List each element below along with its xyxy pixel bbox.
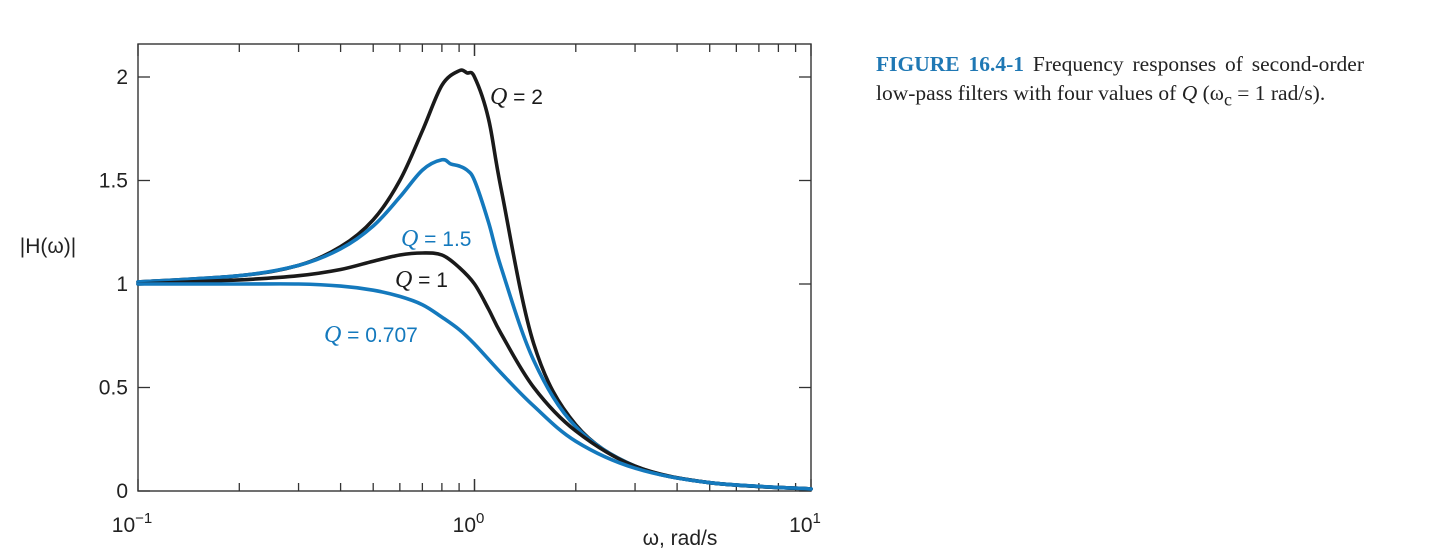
frequency-response-chart: 0 0.5 1 1.5 2 10−1 100 101 ω, rad/s |H(ω)| Q = 2 Q … xyxy=(20,43,821,550)
curve-label-q-1-5: Q = 1.5 xyxy=(401,226,471,252)
axis-ticks xyxy=(137,44,812,492)
caption-text: Frequency responses of second-order low-… xyxy=(876,52,1364,105)
x-tick-label: 101 xyxy=(789,510,821,537)
y-tick-label: 1 xyxy=(116,273,128,296)
y-tick-label: 0 xyxy=(116,480,128,503)
curves xyxy=(136,68,813,491)
figure-caption: FIGURE 16.4-1 Frequency responses of sec… xyxy=(876,50,1364,114)
x-tick-label: 10−1 xyxy=(112,510,152,537)
curve-label-q-2: Q = 2 xyxy=(490,84,543,110)
caption-subscript: c xyxy=(1223,89,1232,110)
labels: 0 0.5 1 1.5 2 10−1 100 101 ω, rad/s |H(ω)| Q = 2 Q … xyxy=(20,66,821,550)
y-tick-label: 0.5 xyxy=(99,377,128,400)
y-axis-label: |H(ω)| xyxy=(20,235,76,258)
caption-tail: = 1 rad/s). xyxy=(1237,81,1326,105)
x-axis-label: ω, rad/s xyxy=(643,527,718,550)
caption-figure-number: FIGURE 16.4-1 xyxy=(876,52,1025,76)
plot-frame xyxy=(137,43,812,492)
y-tick-label: 1.5 xyxy=(99,170,128,193)
caption-q-symbol: Q xyxy=(1181,81,1198,105)
caption-omega: (ω xyxy=(1202,81,1224,105)
x-tick-label: 100 xyxy=(453,510,485,537)
curve-q-1 xyxy=(136,251,813,491)
curve-label-q-0-707: Q = 0.707 xyxy=(324,322,418,348)
curve-q-0-707 xyxy=(136,282,813,491)
y-tick-label: 2 xyxy=(116,66,128,89)
curve-q-1-5 xyxy=(136,157,813,491)
curve-label-q-1: Q = 1 xyxy=(395,267,448,293)
